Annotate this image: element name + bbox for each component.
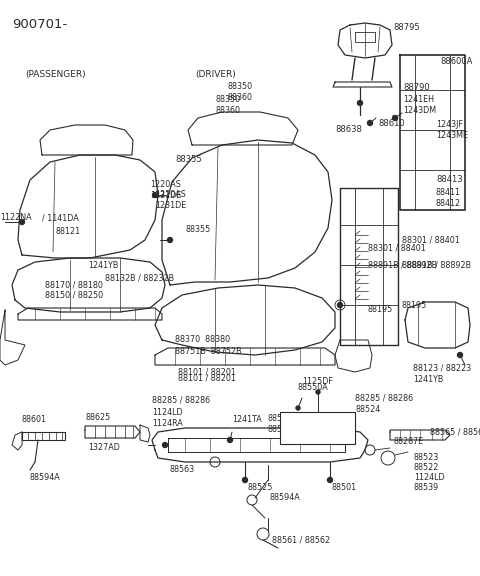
Circle shape (393, 116, 397, 120)
Circle shape (153, 192, 157, 198)
Circle shape (368, 120, 372, 126)
Text: 1241EH
1243DM: 1241EH 1243DM (403, 96, 436, 115)
Circle shape (163, 442, 168, 448)
Text: (DRIVER): (DRIVER) (195, 70, 236, 79)
Text: 88524: 88524 (355, 406, 380, 415)
Circle shape (337, 302, 343, 308)
Text: 88301 / 88401: 88301 / 88401 (402, 236, 460, 244)
Circle shape (296, 406, 300, 410)
Text: 88355: 88355 (175, 156, 202, 165)
Text: 1241YB: 1241YB (88, 260, 119, 270)
Circle shape (457, 353, 463, 358)
Text: 88625: 88625 (85, 414, 110, 423)
Text: 1327AD: 1327AD (88, 444, 120, 453)
Text: 88355: 88355 (185, 225, 210, 234)
Circle shape (242, 478, 248, 483)
Text: 88413: 88413 (436, 176, 463, 184)
Circle shape (168, 237, 172, 242)
Text: 1124LD
1124RA: 1124LD 1124RA (152, 408, 183, 427)
Text: 1241YB: 1241YB (413, 376, 444, 385)
Text: 900701-: 900701- (12, 18, 67, 31)
Circle shape (228, 438, 232, 442)
Text: 88121: 88121 (55, 228, 80, 237)
Text: 88539: 88539 (414, 483, 439, 492)
Text: 88123 / 88223: 88123 / 88223 (413, 363, 471, 373)
Text: 88600A: 88600A (440, 58, 472, 66)
Text: 88150 / 88250: 88150 / 88250 (45, 290, 103, 300)
Text: 1220AS
1231DE: 1220AS 1231DE (155, 191, 186, 210)
Text: 88565 / 88566: 88565 / 88566 (430, 427, 480, 437)
Text: 88287E: 88287E (393, 438, 423, 446)
Text: 88525: 88525 (248, 483, 274, 492)
Text: 1243JF
1243ME: 1243JF 1243ME (436, 120, 468, 139)
Text: / 1141DA: / 1141DA (42, 214, 79, 222)
Text: 88594A: 88594A (30, 473, 61, 483)
Text: 88285 / 88286: 88285 / 88286 (152, 396, 210, 404)
Text: 88411
88412: 88411 88412 (436, 188, 461, 207)
Text: 88350
88360: 88350 88360 (228, 82, 252, 101)
Text: 88563: 88563 (170, 465, 195, 475)
Text: 88891B / 88892B: 88891B / 88892B (368, 260, 437, 270)
Text: 88891B / 88892B: 88891B / 88892B (402, 260, 471, 270)
Text: 88301 / 88401: 88301 / 88401 (368, 244, 426, 252)
Text: 88132B / 88232B: 88132B / 88232B (105, 274, 174, 282)
Text: 88195: 88195 (368, 305, 393, 314)
Text: 1220AS
1231DE: 1220AS 1231DE (150, 180, 181, 199)
Text: 88285 / 88286: 88285 / 88286 (355, 393, 413, 403)
Circle shape (327, 478, 333, 483)
Text: 88594A: 88594A (269, 494, 300, 502)
Text: 1125DF: 1125DF (302, 377, 334, 386)
Text: 88522: 88522 (414, 464, 439, 472)
FancyBboxPatch shape (280, 412, 355, 444)
Text: 88795: 88795 (393, 24, 420, 32)
Text: 1124LD: 1124LD (414, 473, 444, 483)
Text: 88501: 88501 (332, 483, 357, 492)
Text: 88370  88380: 88370 88380 (175, 335, 230, 344)
Text: 88350
88360: 88350 88360 (216, 96, 240, 115)
Circle shape (358, 100, 362, 105)
Text: 88523: 88523 (414, 453, 439, 463)
Text: 1122NA: 1122NA (0, 214, 32, 222)
Text: 88561 / 88562: 88561 / 88562 (272, 536, 330, 544)
Text: 88101 / 88201: 88101 / 88201 (178, 373, 236, 382)
Text: 88601: 88601 (22, 415, 47, 425)
Text: 88101 / 88201: 88101 / 88201 (178, 367, 236, 377)
Circle shape (20, 219, 24, 225)
Text: 88195: 88195 (402, 301, 427, 309)
Text: 1241TA: 1241TA (232, 415, 262, 425)
Text: 88790: 88790 (403, 84, 430, 93)
Text: 88170 / 88180: 88170 / 88180 (45, 281, 103, 290)
Text: 88550A: 88550A (298, 384, 329, 392)
Text: 88638: 88638 (335, 126, 362, 135)
Text: 88567B
88568B: 88567B 88568B (268, 415, 299, 434)
Text: 88610: 88610 (378, 119, 405, 127)
Text: (PASSENGER): (PASSENGER) (25, 70, 85, 79)
Text: 88751B  88752B: 88751B 88752B (175, 347, 241, 357)
Circle shape (316, 390, 320, 394)
